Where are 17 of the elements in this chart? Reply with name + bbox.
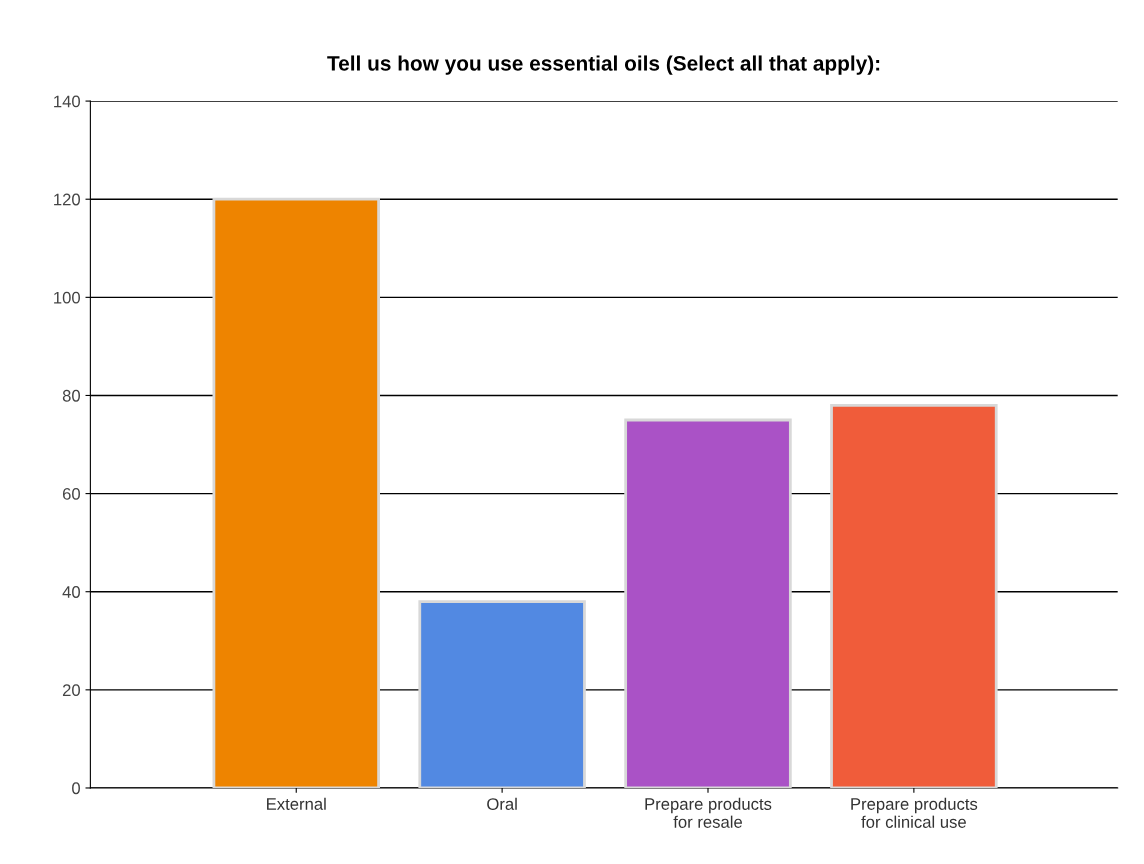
bar: [418, 600, 586, 788]
y-tick-label: 80: [62, 389, 80, 402]
y-tick-label: 100: [54, 291, 80, 304]
x-tick-label: External: [267, 797, 326, 810]
x-tick-label: Prepare products for resale: [645, 797, 772, 828]
y-tick-label: 20: [62, 684, 80, 697]
bar: [830, 403, 998, 788]
bar: [212, 197, 380, 788]
bar: [624, 418, 792, 788]
chart-title: Tell us how you use essential oils (Select all that apply):: [327, 55, 880, 75]
x-tick-label: Prepare products for clinical use: [851, 797, 978, 828]
y-tick-label: 40: [62, 586, 80, 598]
y-tick-label: 0: [72, 782, 80, 795]
y-tick-label: 140: [54, 95, 80, 108]
y-tick-label: 120: [54, 193, 80, 206]
x-tick-label: Oral: [487, 797, 517, 810]
y-tick-label: 60: [62, 487, 80, 500]
